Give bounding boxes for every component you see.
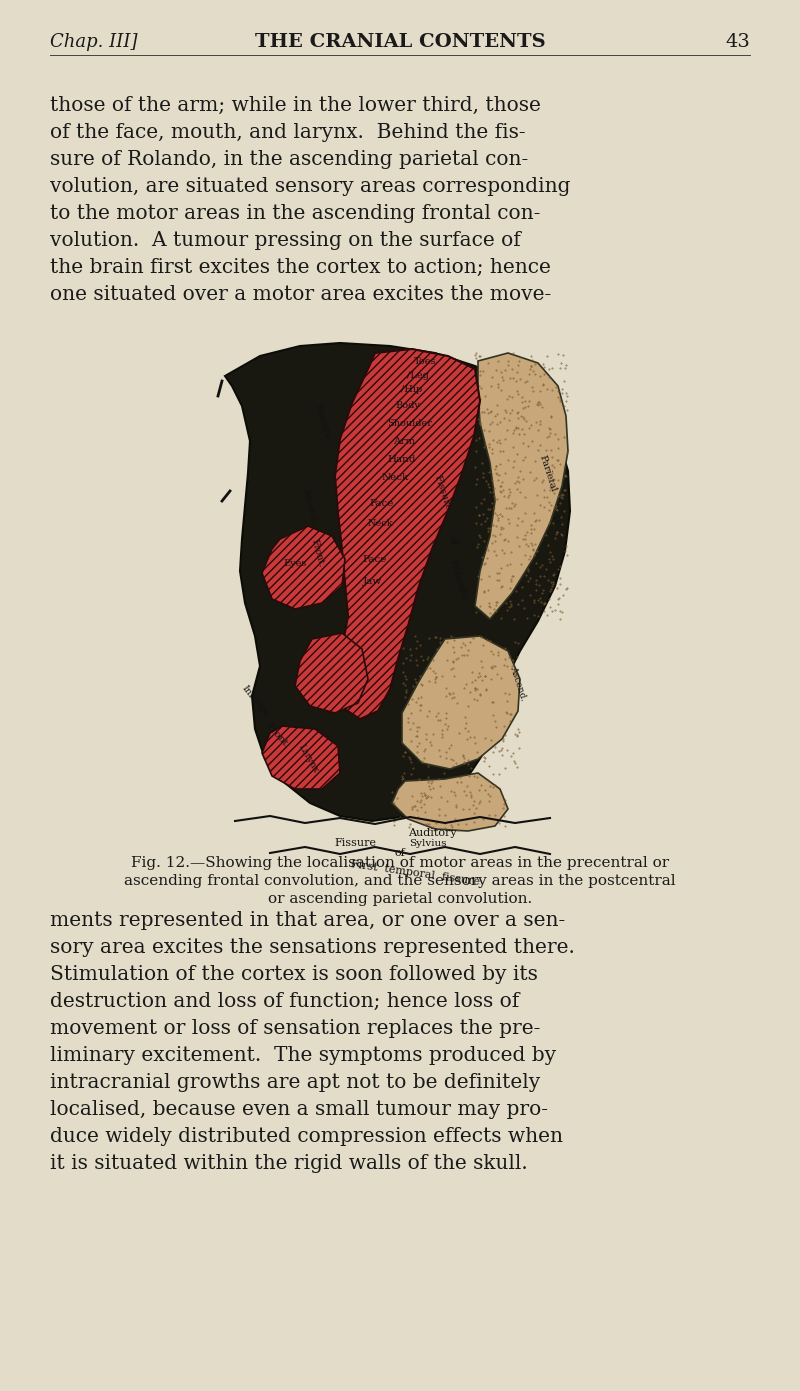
Text: destruction and loss of function; hence loss of: destruction and loss of function; hence …: [50, 992, 519, 1011]
Polygon shape: [335, 349, 480, 719]
Text: Inferior: Inferior: [240, 683, 270, 719]
Text: Face: Face: [370, 498, 394, 508]
Text: Eyes: Eyes: [283, 559, 306, 568]
Text: ascending frontal convolution, and the sensory areas in the postcentral: ascending frontal convolution, and the s…: [124, 874, 676, 887]
Text: Neck: Neck: [367, 519, 393, 527]
Text: Front.: Front.: [264, 722, 292, 750]
Text: Fig. 12.—Showing the localisation of motor areas in the precentral or: Fig. 12.—Showing the localisation of mot…: [131, 855, 669, 869]
Text: of the face, mouth, and larynx.  Behind the fis-: of the face, mouth, and larynx. Behind t…: [50, 122, 526, 142]
Text: 43: 43: [725, 33, 750, 51]
Text: /Hip: /Hip: [402, 384, 422, 394]
Polygon shape: [262, 726, 340, 789]
Text: Larynx: Larynx: [296, 743, 320, 775]
Text: volution.  A tumour pressing on the surface of: volution. A tumour pressing on the surfa…: [50, 231, 521, 250]
Text: Front.: Front.: [310, 538, 326, 568]
Polygon shape: [295, 633, 368, 714]
Text: to the motor areas in the ascending frontal con-: to the motor areas in the ascending fron…: [50, 204, 540, 223]
Text: liminary excitement.  The symptoms produced by: liminary excitement. The symptoms produc…: [50, 1046, 556, 1066]
Text: those of the arm; while in the lower third, those: those of the arm; while in the lower thi…: [50, 96, 541, 115]
Text: Jaw: Jaw: [362, 576, 382, 586]
Text: Parietal: Parietal: [538, 453, 558, 492]
Text: duce widely distributed compression effects when: duce widely distributed compression effe…: [50, 1127, 563, 1146]
Text: ments represented in that area, or one over a sen-: ments represented in that area, or one o…: [50, 911, 566, 931]
Text: Fissure: Fissure: [432, 474, 452, 512]
Text: Stimulation of the cortex is soon followed by its: Stimulation of the cortex is soon follow…: [50, 965, 538, 983]
Text: First  temporal  fissure: First temporal fissure: [350, 860, 480, 887]
Text: Neck: Neck: [382, 473, 409, 481]
Text: movement or loss of sensation replaces the pre-: movement or loss of sensation replaces t…: [50, 1020, 540, 1038]
Text: sure of Rolando, in the ascending parietal con-: sure of Rolando, in the ascending pariet…: [50, 150, 528, 168]
Text: 1s: 1s: [549, 515, 561, 527]
Text: or ascending parietal convolution.: or ascending parietal convolution.: [268, 892, 532, 906]
Polygon shape: [392, 773, 508, 830]
Text: Body: Body: [395, 401, 421, 409]
Text: Face: Face: [363, 555, 387, 563]
Text: Fissure: Fissure: [334, 837, 376, 849]
Text: Sylvius: Sylvius: [410, 839, 446, 847]
Polygon shape: [262, 526, 345, 609]
Polygon shape: [402, 636, 520, 769]
Text: the brain first excites the cortex to action; hence: the brain first excites the cortex to ac…: [50, 257, 551, 277]
Text: it is situated within the rigid walls of the skull.: it is situated within the rigid walls of…: [50, 1155, 528, 1173]
Text: intracranial growths are apt not to be definitely: intracranial growths are apt not to be d…: [50, 1072, 540, 1092]
Text: Fissura: Fissura: [313, 403, 331, 438]
Text: Chap. III]: Chap. III]: [50, 33, 138, 51]
Text: localised, because even a small tumour may pro-: localised, because even a small tumour m…: [50, 1100, 548, 1118]
Text: Rolando: Rolando: [447, 558, 469, 600]
Text: volution, are situated sensory areas corresponding: volution, are situated sensory areas cor…: [50, 177, 570, 196]
Text: Hand: Hand: [388, 455, 416, 463]
Text: Auditory: Auditory: [408, 828, 456, 837]
Text: Ascend.: Ascend.: [301, 487, 319, 524]
Text: /Leg: /Leg: [407, 370, 429, 380]
Text: of: of: [394, 849, 406, 858]
Text: sory area excites the sensations represented there.: sory area excites the sensations represe…: [50, 938, 575, 957]
Text: Arm: Arm: [393, 437, 415, 445]
Polygon shape: [225, 344, 570, 821]
Text: Ascend.: Ascend.: [508, 665, 528, 701]
Text: of: of: [446, 536, 458, 547]
Text: Shoulder: Shoulder: [387, 419, 433, 427]
Text: THE CRANIAL CONTENTS: THE CRANIAL CONTENTS: [254, 33, 546, 51]
Text: Toes: Toes: [414, 356, 436, 366]
Text: one situated over a motor area excites the move-: one situated over a motor area excites t…: [50, 285, 551, 305]
Polygon shape: [475, 353, 568, 619]
